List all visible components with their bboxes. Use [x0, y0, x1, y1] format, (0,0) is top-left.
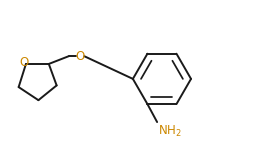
Text: NH$_2$: NH$_2$: [159, 123, 182, 139]
Text: O: O: [76, 50, 85, 63]
Text: O: O: [19, 55, 28, 69]
